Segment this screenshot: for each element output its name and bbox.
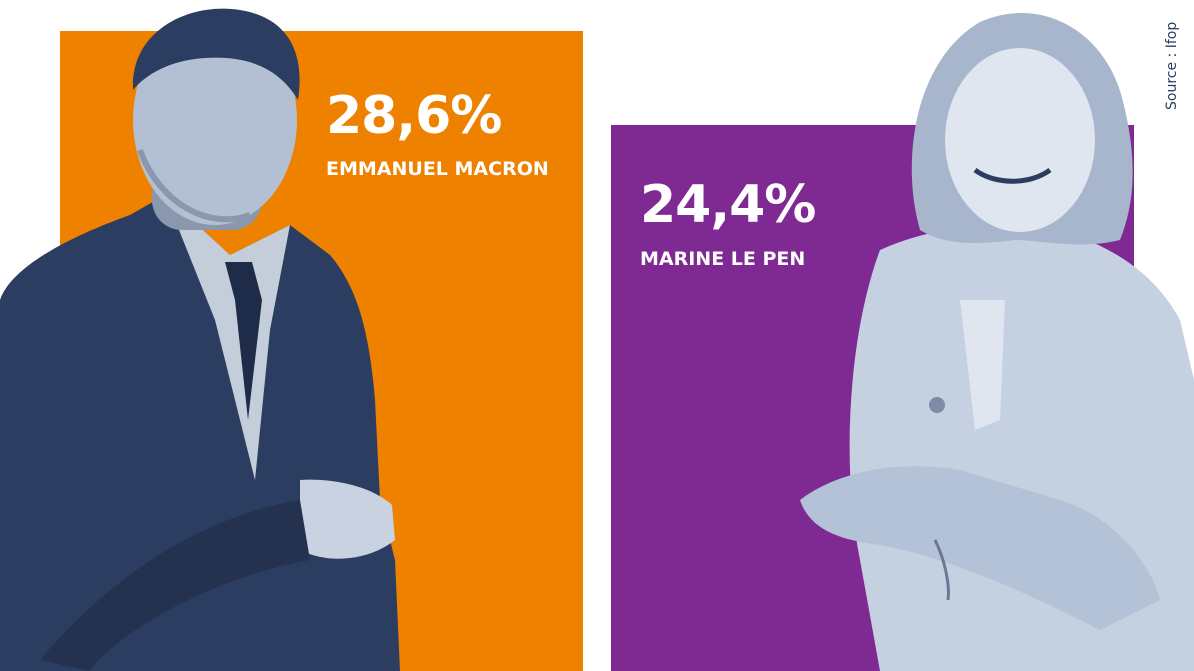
macron-photo [0,8,400,671]
category-label-macron: EMMANUEL MACRON [326,158,549,180]
category-label-le-pen: MARINE LE PEN [640,248,805,270]
source-note: Source : Ifop [1164,22,1180,110]
value-label-macron: 28,6% [326,86,501,146]
le-pen-photo [800,12,1194,671]
value-label-le-pen: 24,4% [640,175,815,235]
